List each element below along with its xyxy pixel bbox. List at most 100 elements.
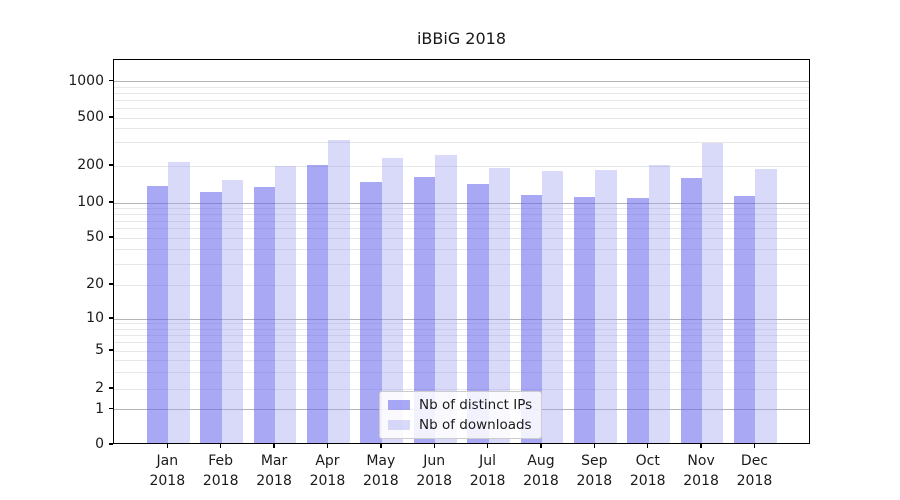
chart-title: iBBiG 2018 [416, 29, 507, 48]
x-tick-mark-dec [753, 444, 756, 448]
x-tick-month: Apr [315, 453, 340, 469]
bar-distinct-ips-oct [627, 197, 649, 443]
y-tick-mark-0 [109, 443, 113, 445]
y-tick-label-100: 100 [77, 194, 104, 210]
x-tick-month: May [366, 453, 396, 469]
plot-area: Nb of distinct IPs Nb of downloads [113, 59, 810, 444]
x-tick-label-dec: Dec 2018 [737, 452, 773, 492]
x-tick-month: Dec [740, 453, 769, 469]
y-tick-label-500: 500 [77, 109, 104, 125]
y-tick-label-1: 1 [95, 400, 104, 417]
bar-distinct-ips-apr [307, 165, 329, 443]
bar-distinct-ips-sep [573, 197, 596, 443]
x-tick-label-jan: Jan 2018 [149, 452, 185, 492]
x-tick-year: 2018 [362, 472, 399, 489]
bar-downloads-feb [221, 180, 244, 443]
x-tick-mark-jan [166, 444, 168, 448]
y-tick-label-1000: 1000 [68, 72, 104, 89]
x-tick-label-sep: Sep 2018 [577, 452, 613, 492]
x-tick-month: Sep [581, 453, 608, 469]
x-tick-mark-jun [433, 444, 435, 448]
minor-gridline-5 [114, 350, 809, 352]
y-tick-mark-2 [109, 387, 113, 389]
minor-gridline-2 [114, 388, 809, 390]
minor-gridline-40 [114, 248, 809, 250]
x-tick-month: Jun [423, 453, 446, 469]
x-tick-year: 2018 [202, 472, 239, 489]
bar-downloads-jan [168, 161, 190, 443]
y-tick-mark-200 [109, 164, 113, 166]
minor-gridline-7 [114, 334, 809, 336]
minor-gridline-20 [114, 284, 809, 286]
x-tick-mark-aug [540, 444, 542, 448]
y-tick-label-50: 50 [86, 229, 104, 245]
bar-downloads-apr [328, 140, 350, 443]
x-tick-mark-apr [326, 444, 329, 448]
bar-distinct-ips-nov [680, 177, 703, 443]
y-tick-mark-1 [109, 407, 113, 410]
x-tick-year: 2018 [736, 472, 773, 489]
bar-distinct-ips-mar [253, 186, 276, 443]
x-tick-label-nov: Nov 2018 [683, 452, 719, 492]
x-tick-label-mar: Mar 2018 [256, 452, 292, 492]
x-tick-year: 2018 [683, 472, 719, 489]
legend: Nb of distinct IPs Nb of downloads [379, 391, 543, 439]
minor-gridline-900 [114, 86, 809, 88]
minor-gridline-500 [114, 117, 809, 119]
minor-gridline-80 [114, 213, 809, 215]
y-tick-label-0: 0 [95, 436, 104, 452]
y-tick-mark-500 [109, 116, 113, 118]
x-tick-year: 2018 [629, 472, 666, 489]
minor-gridline-6 [114, 342, 809, 344]
y-tick-mark-50 [109, 236, 113, 238]
x-tick-label-oct: Oct 2018 [630, 452, 666, 492]
bar-distinct-ips-jul [467, 184, 489, 443]
y-tick-mark-5 [109, 349, 113, 351]
minor-gridline-700 [114, 99, 809, 101]
x-tick-mark-sep [593, 444, 596, 448]
x-tick-year: 2018 [256, 472, 292, 489]
major-gridline-1000 [114, 81, 809, 82]
bar-downloads-jul [488, 168, 510, 443]
y-tick-label-2: 2 [95, 380, 104, 396]
x-tick-month: Oct [635, 453, 660, 469]
minor-gridline-200 [114, 165, 809, 167]
minor-gridline-70 [114, 220, 809, 222]
x-tick-month: Nov [687, 453, 715, 469]
minor-gridline-30 [114, 263, 809, 265]
x-tick-month: Mar [260, 453, 288, 469]
x-tick-year: 2018 [309, 472, 346, 489]
x-tick-label-jun: Jun 2018 [416, 452, 452, 492]
legend-swatch-distinct-ips [388, 400, 410, 410]
x-tick-year: 2018 [469, 472, 506, 489]
bar-distinct-ips-dec [734, 195, 756, 443]
minor-gridline-3 [114, 371, 809, 373]
y-tick-mark-10 [109, 317, 113, 319]
x-tick-year: 2018 [576, 472, 613, 489]
x-tick-year: 2018 [523, 472, 559, 489]
legend-row-distinct-ips: Nb of distinct IPs [388, 397, 532, 413]
x-tick-label-feb: Feb 2018 [203, 452, 239, 492]
bar-distinct-ips-aug [520, 194, 542, 443]
bar-distinct-ips-may [360, 181, 382, 443]
minor-gridline-50 [114, 237, 809, 239]
minor-gridline-4 [114, 359, 809, 361]
x-tick-mark-jul [486, 444, 489, 448]
y-tick-label-200: 200 [77, 157, 104, 173]
minor-gridline-90 [114, 207, 809, 209]
x-tick-label-aug: Aug 2018 [523, 452, 559, 492]
x-tick-month: Aug [527, 453, 555, 469]
bar-downloads-aug [541, 170, 564, 443]
x-tick-month: Feb [208, 453, 234, 469]
x-tick-label-may: May 2018 [363, 452, 399, 492]
bar-downloads-sep [595, 169, 617, 443]
minor-gridline-8 [114, 328, 809, 330]
minor-gridline-9 [114, 323, 809, 325]
major-gridline-10 [114, 318, 809, 320]
bar-downloads-jun [435, 155, 457, 443]
legend-label-downloads: Nb of downloads [419, 417, 532, 433]
x-tick-year: 2018 [416, 472, 453, 489]
bar-distinct-ips-feb [200, 191, 222, 443]
x-tick-mark-may [380, 444, 382, 448]
